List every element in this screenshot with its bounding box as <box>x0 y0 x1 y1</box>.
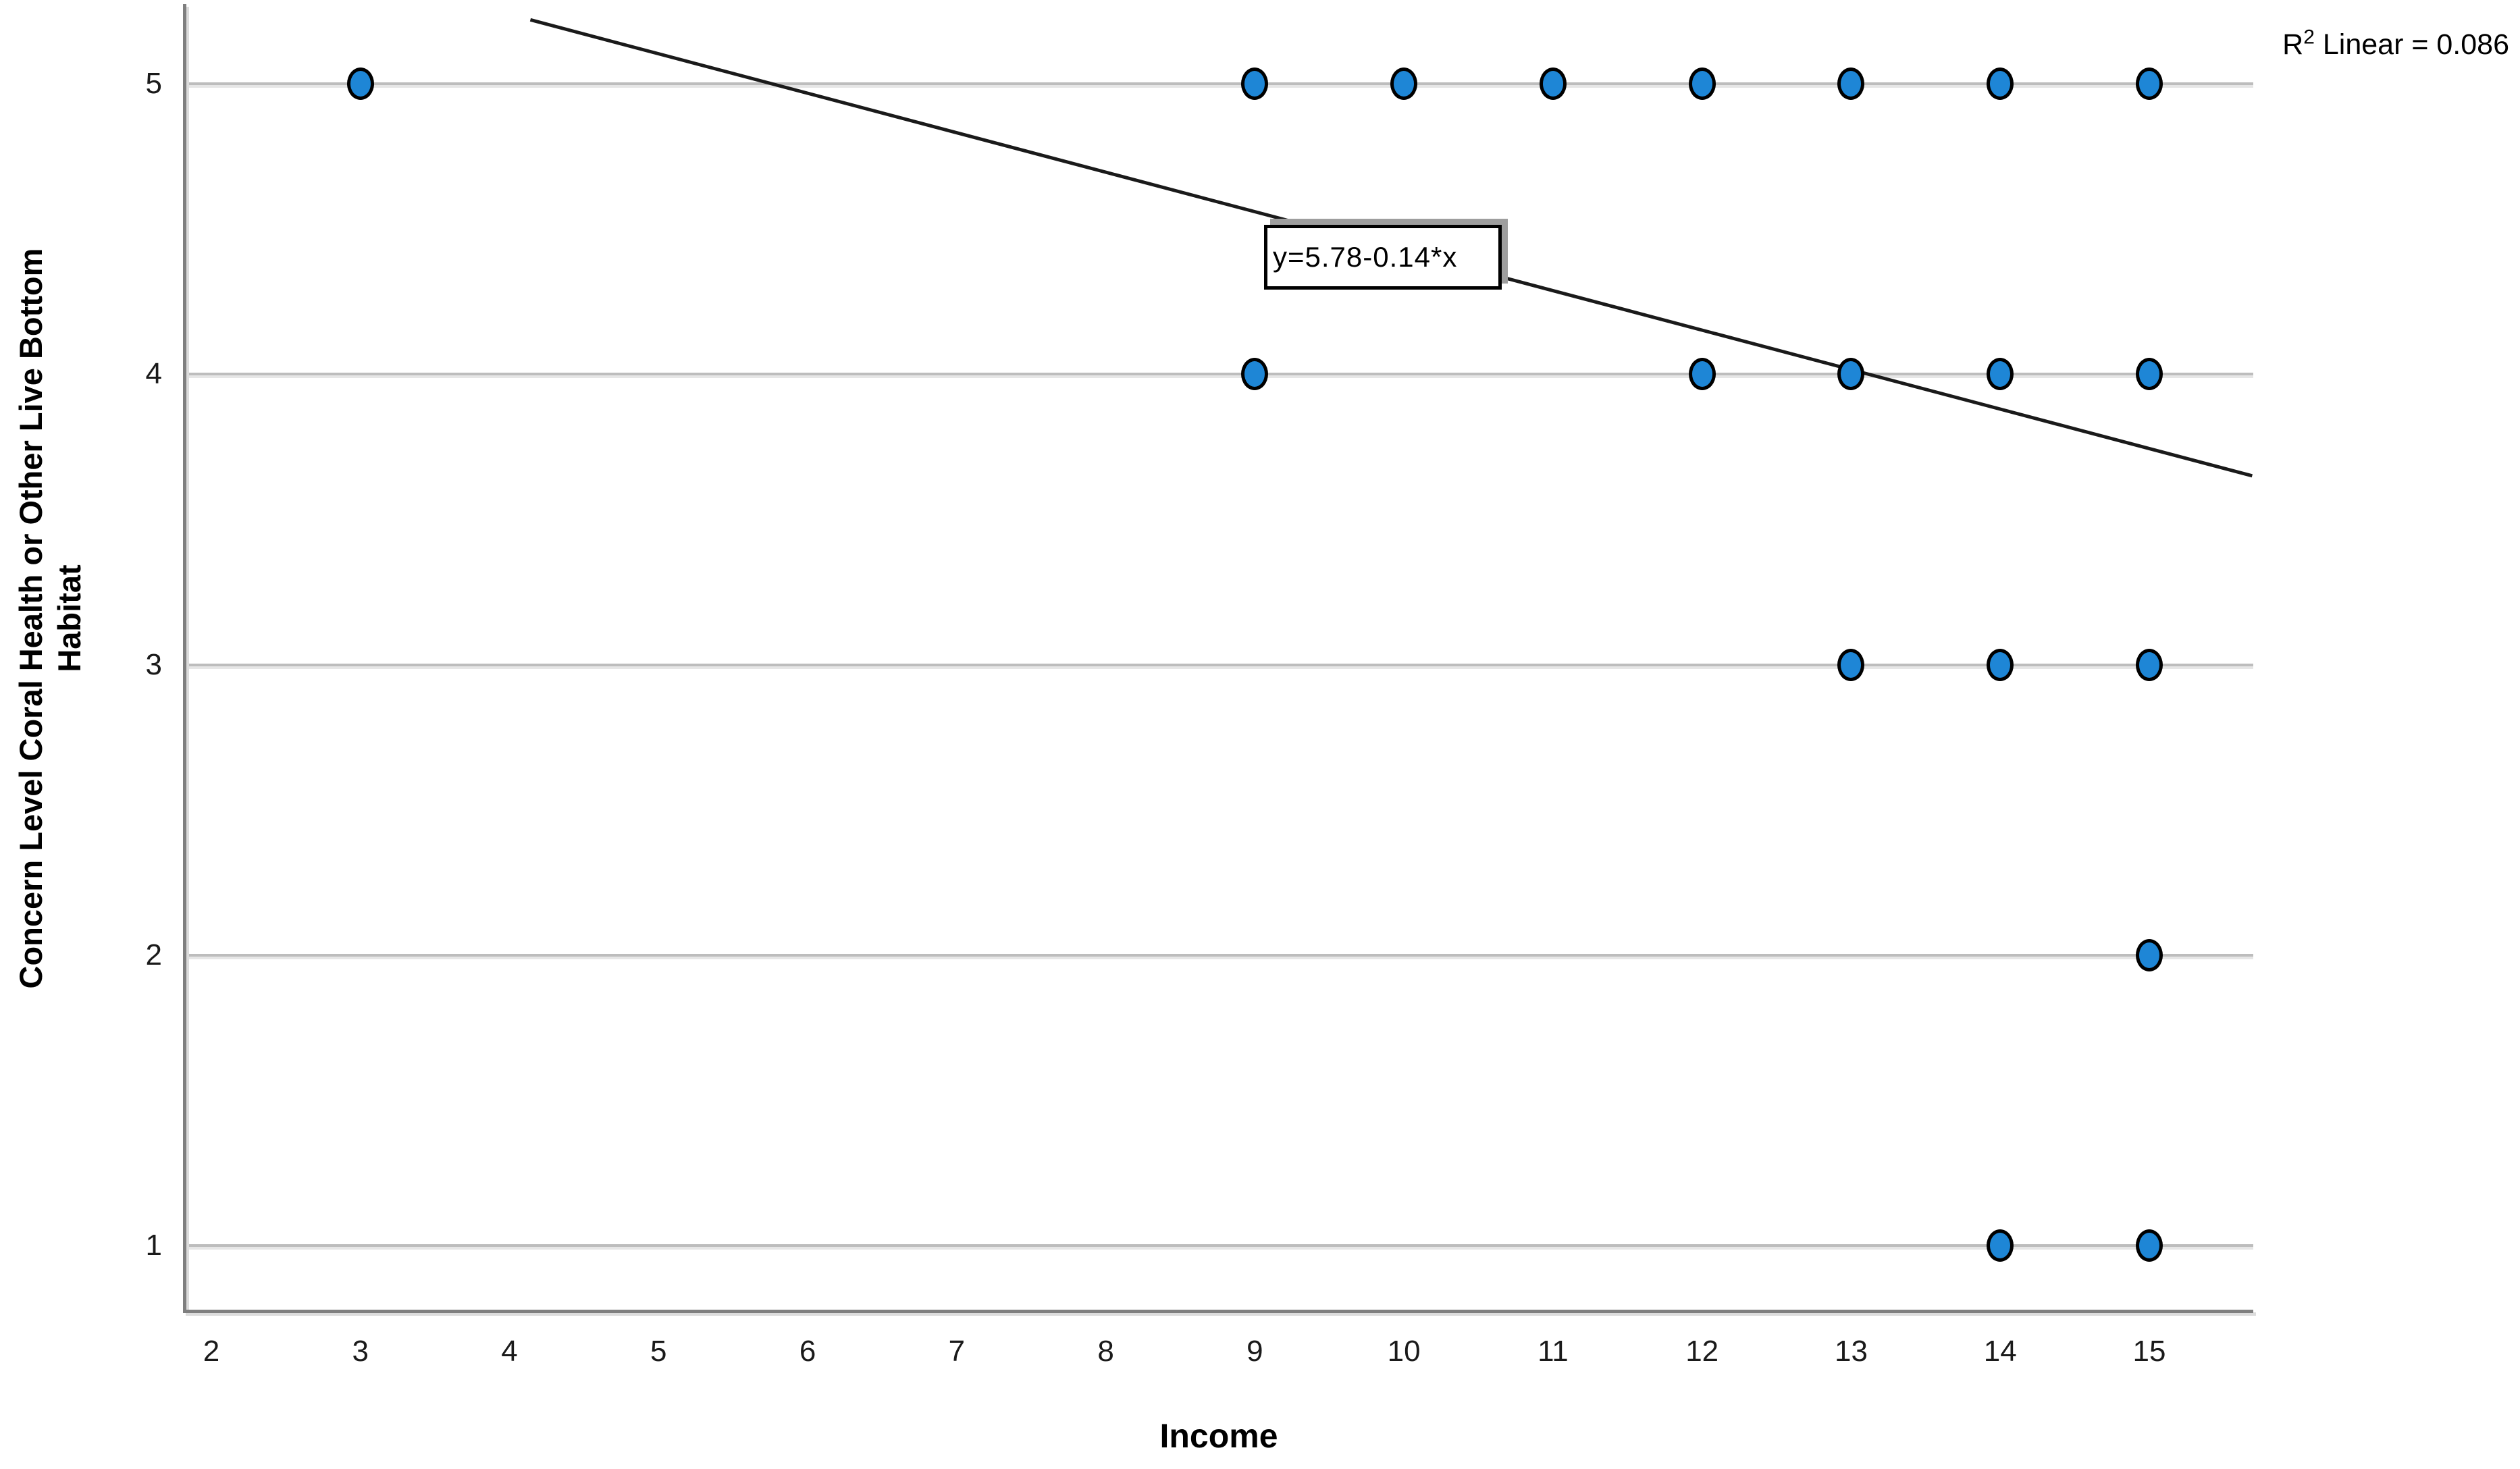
data-point <box>1241 358 1269 391</box>
x-tick-label: 13 <box>1834 1335 1868 1368</box>
data-point <box>1987 68 2014 100</box>
x-axis-line <box>183 1310 2253 1313</box>
data-point <box>1241 68 1269 100</box>
x-tick-label: 12 <box>1685 1335 1719 1368</box>
equation-text: y=5.78-0.14*x <box>1273 241 1458 273</box>
equation-label: y=5.78-0.14*x <box>1264 225 1502 290</box>
y-tick-label: 2 <box>145 938 162 971</box>
gridline-y-5 <box>184 82 2253 85</box>
data-point <box>1539 68 1567 100</box>
data-point <box>1987 648 2014 681</box>
x-tick-label: 7 <box>948 1335 966 1368</box>
x-tick-label: 9 <box>1246 1335 1263 1368</box>
x-tick-label: 6 <box>799 1335 816 1368</box>
data-point <box>2136 1229 2163 1262</box>
x-tick-label: 5 <box>650 1335 667 1368</box>
y-axis-line <box>183 4 186 1312</box>
y-tick-label: 5 <box>145 67 162 100</box>
data-point <box>2136 938 2163 971</box>
r2-superscript: 2 <box>2303 26 2315 49</box>
data-point <box>346 68 374 100</box>
data-point <box>1837 648 1865 681</box>
y-tick-label: 3 <box>145 647 162 681</box>
r2-rest: Linear = 0.086 <box>2314 28 2509 61</box>
data-point <box>2136 68 2163 100</box>
data-point <box>1688 68 1716 100</box>
x-tick-label: 11 <box>1538 1335 1569 1368</box>
gridline-y-3 <box>184 663 2253 666</box>
x-tick-label: 4 <box>501 1335 518 1368</box>
x-tick-label: 10 <box>1387 1335 1421 1368</box>
x-tick-label: 14 <box>1983 1335 2017 1368</box>
gridline-y-1 <box>184 1244 2253 1247</box>
gridline-y-2 <box>184 953 2253 957</box>
y-tick-label: 4 <box>145 357 162 391</box>
x-tick-label: 2 <box>203 1335 220 1368</box>
data-point <box>1688 358 1716 391</box>
data-point <box>1390 68 1418 100</box>
data-point <box>2136 358 2163 391</box>
y-tick-label: 1 <box>145 1229 162 1262</box>
data-point <box>2136 648 2163 681</box>
r2-prefix: R <box>2282 28 2304 61</box>
data-point <box>1837 358 1865 391</box>
data-point <box>1987 358 2014 391</box>
r-squared-label: R2 Linear = 0.086 <box>2282 26 2509 61</box>
x-tick-label: 8 <box>1097 1335 1114 1368</box>
x-tick-label: 3 <box>352 1335 369 1368</box>
gridline-y-4 <box>184 373 2253 376</box>
x-tick-label: 15 <box>2132 1335 2166 1368</box>
data-point <box>1837 68 1865 100</box>
data-point <box>1987 1229 2014 1262</box>
x-axis-title: Income <box>1159 1417 1278 1455</box>
